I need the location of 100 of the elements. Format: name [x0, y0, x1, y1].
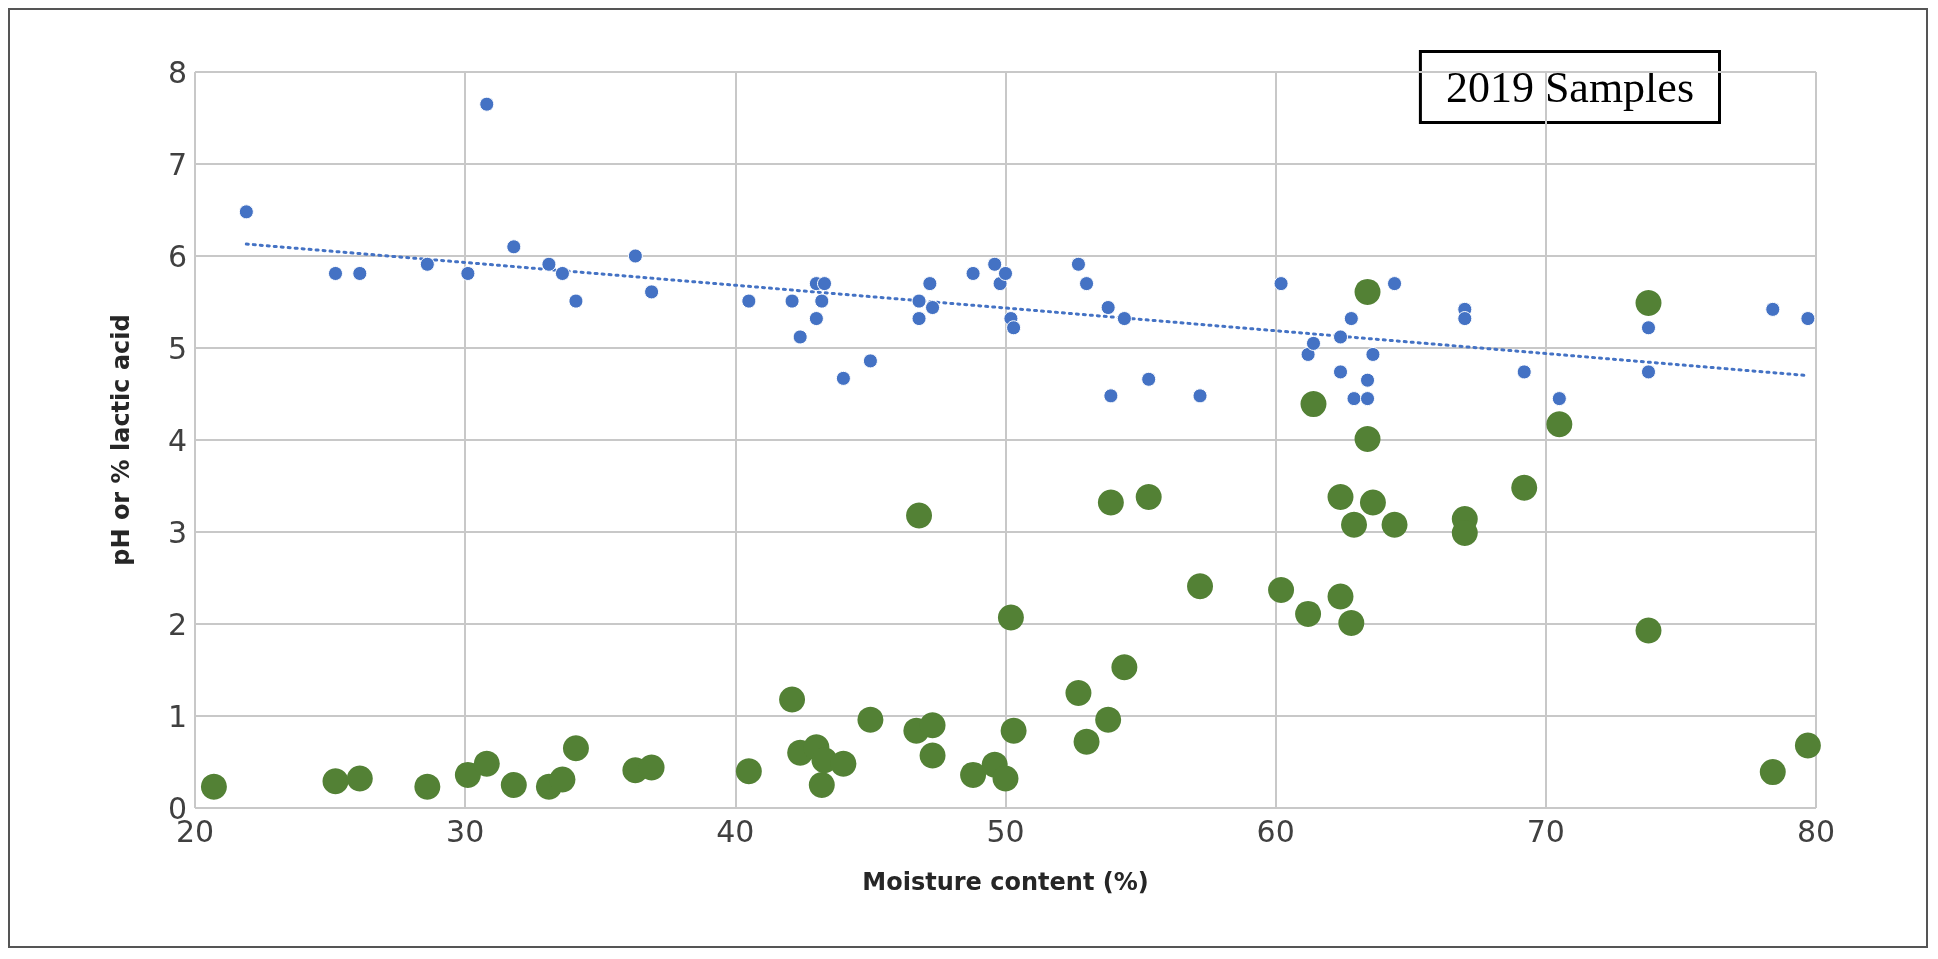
x-tick-label: 70: [1526, 813, 1565, 849]
y-tick-label: 3: [167, 514, 187, 550]
x-tick-label: 80: [1796, 813, 1836, 849]
x-tick-label: 30: [446, 813, 485, 849]
point: [479, 96, 495, 112]
point: [857, 706, 884, 733]
point: [1111, 654, 1138, 681]
point: [911, 311, 927, 327]
point: [1354, 426, 1381, 453]
point: [835, 370, 851, 386]
y-tick-label: 4: [167, 422, 187, 458]
point: [1141, 371, 1157, 387]
point: [1387, 276, 1403, 292]
x-tick-label: 40: [716, 813, 755, 849]
point: [644, 284, 660, 300]
point: [1095, 706, 1122, 733]
point: [1187, 573, 1214, 600]
point: [1359, 489, 1386, 516]
point: [919, 742, 946, 769]
x-axis-title: Moisture content (%): [862, 868, 1149, 896]
point: [1135, 484, 1162, 511]
point: [1268, 576, 1295, 603]
point: [1116, 311, 1132, 327]
point: [322, 768, 349, 795]
point: [925, 300, 941, 316]
point: [919, 712, 946, 739]
point: [808, 311, 824, 327]
point: [506, 239, 522, 255]
point: [1794, 732, 1821, 759]
point: [1073, 728, 1100, 755]
point: [1006, 320, 1022, 336]
point: [1641, 364, 1656, 380]
point: [1333, 364, 1349, 380]
point: [997, 604, 1024, 631]
point: [1192, 388, 1208, 404]
y-tick-label: 2: [167, 606, 187, 642]
y-tick-label: 8: [167, 54, 187, 90]
point: [1365, 346, 1381, 362]
point: [1000, 717, 1027, 744]
point: [1759, 759, 1786, 786]
point: [862, 353, 878, 369]
point: [1381, 511, 1408, 538]
point: [1327, 484, 1354, 511]
point: [784, 293, 800, 309]
point: [1641, 320, 1656, 336]
point: [346, 765, 373, 792]
point: [1300, 346, 1316, 362]
point: [830, 750, 857, 777]
point: [965, 265, 981, 281]
point: [1079, 276, 1095, 292]
point: [987, 256, 1003, 272]
point: [1338, 610, 1365, 637]
point: [814, 293, 830, 309]
point: [460, 265, 476, 281]
point: [911, 293, 927, 309]
point: [1295, 600, 1322, 627]
point: [1273, 276, 1289, 292]
point: [1457, 311, 1473, 327]
point: [1306, 335, 1321, 351]
x-tick-label: 50: [986, 813, 1025, 849]
point: [1346, 391, 1362, 407]
point: [554, 265, 570, 281]
point: [1100, 300, 1116, 316]
point: [792, 329, 808, 345]
point: [992, 276, 1008, 292]
point: [414, 773, 441, 800]
point: [541, 256, 557, 272]
point: [817, 276, 832, 292]
point: [960, 761, 987, 788]
point: [419, 256, 435, 272]
point: [500, 772, 527, 798]
point: [1551, 391, 1567, 407]
point: [1516, 364, 1532, 380]
point: [549, 766, 576, 793]
point: [1097, 489, 1124, 516]
point: [1546, 411, 1573, 438]
point: [238, 204, 254, 220]
point: [562, 735, 589, 762]
y-axis-title: pH or % lactic acid: [107, 314, 135, 566]
point: [735, 758, 762, 785]
x-tick-label: 60: [1256, 813, 1295, 849]
point: [808, 772, 835, 798]
point: [1360, 391, 1376, 407]
point: [1333, 329, 1349, 345]
y-tick-label: 1: [167, 698, 187, 734]
point: [998, 265, 1013, 281]
y-tick-label: 5: [167, 330, 187, 366]
point: [1103, 388, 1119, 404]
point: [1511, 474, 1538, 501]
point: [741, 293, 757, 309]
point: [200, 773, 227, 800]
point: [1300, 391, 1327, 418]
point: [1070, 256, 1086, 272]
y-tick-label: 6: [167, 238, 187, 274]
y-tick-label: 7: [167, 146, 187, 182]
point: [1800, 311, 1816, 327]
point: [1354, 278, 1381, 305]
point: [1635, 617, 1662, 644]
point: [568, 293, 584, 309]
point: [1635, 289, 1662, 316]
